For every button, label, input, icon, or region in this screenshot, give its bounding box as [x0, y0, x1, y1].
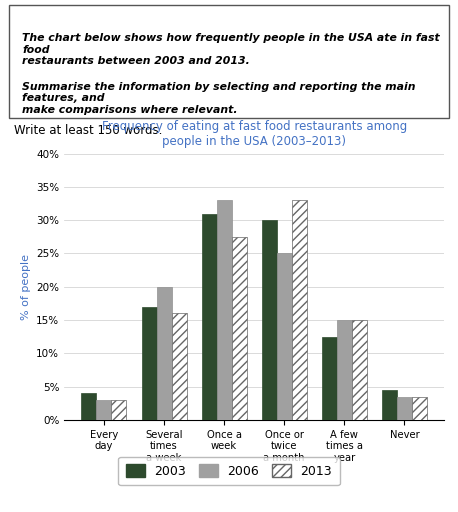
Bar: [277, 253, 292, 420]
Bar: [172, 313, 186, 420]
Text: The chart below shows how frequently people in the USA ate in fast food
restaura: The chart below shows how frequently peo…: [22, 33, 440, 67]
Bar: [382, 390, 397, 420]
Legend: 2003, 2006, 2013: 2003, 2006, 2013: [118, 457, 340, 485]
Bar: [337, 320, 352, 420]
Bar: [157, 287, 172, 420]
Y-axis label: % of people: % of people: [21, 254, 31, 319]
Bar: [262, 220, 277, 420]
Title: Frequency of eating at fast food restaurants among
people in the USA (2003–2013): Frequency of eating at fast food restaur…: [102, 120, 407, 148]
Bar: [397, 396, 412, 420]
Bar: [202, 214, 217, 420]
FancyBboxPatch shape: [9, 5, 449, 118]
Bar: [322, 337, 337, 420]
Bar: [232, 237, 247, 420]
Bar: [217, 200, 232, 420]
Bar: [82, 393, 97, 420]
Bar: [292, 200, 307, 420]
Bar: [412, 396, 427, 420]
Bar: [142, 307, 157, 420]
Text: Summarise the information by selecting and reporting the main features, and
make: Summarise the information by selecting a…: [22, 82, 416, 115]
Text: Write at least 150 words.: Write at least 150 words.: [14, 124, 162, 137]
Bar: [352, 320, 367, 420]
Bar: [97, 400, 111, 420]
Bar: [111, 400, 126, 420]
